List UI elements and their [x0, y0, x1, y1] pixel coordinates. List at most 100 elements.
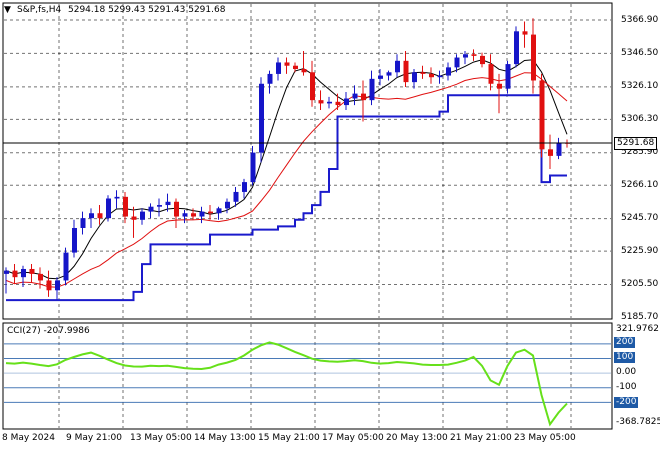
candle-body: [131, 216, 137, 220]
ohlc-readout: 5294.18 5299.43 5291.43 5291.68: [68, 5, 226, 15]
candle-body: [72, 227, 77, 253]
candle-body: [335, 101, 341, 106]
cci-indicator-line: [5, 341, 568, 427]
symbol-label: S&P,fs,H4: [17, 5, 62, 15]
price-tick: 5245.70: [621, 213, 659, 223]
candle-body: [488, 64, 494, 84]
candle-body: [242, 182, 247, 192]
cci-title: CCI(27) -207.9986: [7, 326, 90, 336]
candle-body: [80, 218, 86, 228]
candle-body: [114, 196, 120, 199]
candle-body: [46, 280, 52, 291]
price-tick: 5266.10: [621, 180, 659, 190]
price-tick: 5306.30: [621, 114, 659, 124]
candle-body: [352, 93, 358, 99]
candle-body: [480, 55, 485, 65]
candle-body: [250, 152, 256, 183]
candle-body: [471, 54, 477, 56]
candle-body: [505, 64, 511, 89]
candle-body: [123, 196, 128, 217]
main-panel-frame: [2, 2, 613, 320]
time-tick: 9 May 21:00: [66, 433, 122, 443]
candle-body: [429, 73, 434, 78]
candle-body: [157, 205, 162, 207]
time-tick: 15 May 21:00: [258, 433, 320, 443]
time-tick: 23 May 05:00: [514, 433, 576, 443]
candle-body: [539, 80, 545, 150]
candle-body: [259, 83, 264, 153]
cci-level-label: -100: [616, 382, 637, 392]
candle-body: [344, 98, 349, 106]
price-tick: 5285.90: [621, 147, 659, 157]
candle-body: [267, 73, 273, 84]
time-tick: 8 May 2024: [2, 433, 55, 443]
candle-body: [531, 34, 536, 81]
time-tick: 14 May 13:00: [194, 433, 256, 443]
candle-body: [556, 142, 562, 156]
candle-body: [395, 60, 400, 73]
candle-body: [225, 201, 230, 209]
candle-body: [446, 67, 451, 76]
cci-level-badge: 200: [614, 337, 636, 348]
candlesticks: [4, 18, 570, 301]
candle-body: [293, 65, 298, 70]
cci-max-label: 321.9762: [616, 324, 659, 334]
blue-stop-line: [6, 94, 567, 302]
candle-body: [148, 206, 154, 212]
cci-line-path: [5, 341, 568, 427]
cci-level-badge: -200: [614, 397, 639, 408]
candle-body: [361, 93, 366, 101]
current-price-badge: 5291.68: [614, 137, 658, 150]
dropdown-triangle-icon[interactable]: ▼: [4, 5, 11, 15]
cci-zero-label: 0.00: [616, 367, 637, 377]
cci-panel-frame: [2, 322, 613, 430]
candle-body: [548, 149, 553, 156]
candle-body: [437, 75, 443, 78]
candle-body: [12, 270, 18, 278]
candle-body: [497, 83, 502, 89]
time-tick: 13 May 05:00: [130, 433, 192, 443]
time-tick: 17 May 05:00: [322, 433, 384, 443]
candle-body: [412, 72, 417, 83]
candle-body: [310, 72, 315, 101]
candle-body: [318, 100, 324, 104]
candle-body: [140, 211, 145, 220]
candle-body: [97, 213, 103, 219]
candle-body: [165, 201, 171, 206]
candle-body: [63, 252, 69, 281]
price-tick: 5346.50: [621, 48, 659, 58]
candle-body: [327, 101, 332, 104]
candle-body: [208, 211, 213, 214]
grid: [4, 4, 611, 428]
candle-body: [369, 78, 375, 101]
price-tick: 5185.70: [621, 312, 659, 322]
cci-min-label: -368.7825: [616, 417, 660, 427]
candle-body: [199, 211, 205, 217]
cci-level-lines: [4, 343, 611, 403]
candle-body: [55, 280, 60, 291]
candle-body: [182, 213, 188, 217]
time-tick: 20 May 13:00: [386, 433, 448, 443]
price-indicators: [5, 59, 568, 302]
candle-body: [38, 273, 43, 281]
price-tick: 5366.90: [621, 15, 659, 25]
price-tick: 5326.10: [621, 81, 659, 91]
candle-body: [522, 31, 528, 35]
price-tick: 5205.50: [621, 279, 659, 289]
candle-body: [420, 72, 426, 74]
candle-body: [284, 62, 290, 66]
candle-body: [21, 268, 26, 278]
cci-level-badge: 100: [614, 352, 636, 363]
candle-body: [386, 72, 392, 76]
candle-body: [191, 213, 196, 217]
candle-body: [514, 31, 519, 65]
candle-body: [378, 75, 383, 79]
candle-body: [233, 191, 239, 202]
candle-body: [403, 60, 409, 83]
candle-body: [174, 201, 179, 217]
price-tick: 5225.90: [621, 246, 659, 256]
candle-body: [106, 198, 111, 219]
candle-body: [463, 54, 468, 58]
